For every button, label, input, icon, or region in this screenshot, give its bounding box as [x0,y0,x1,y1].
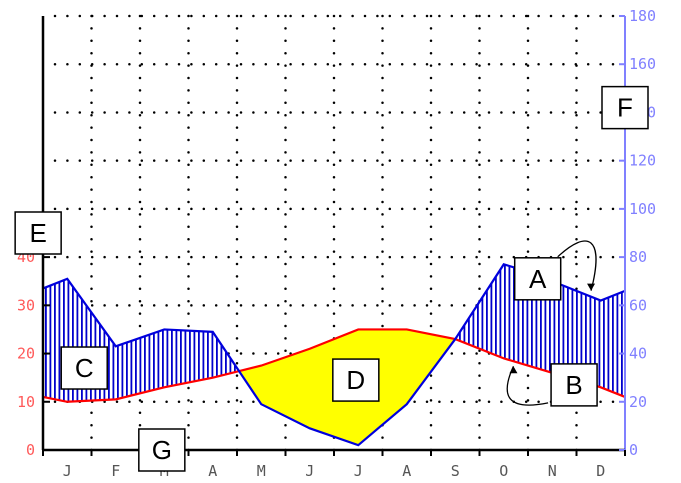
annotation-letter: A [529,264,547,294]
annotation-b: B [550,363,598,407]
right-tick-label: 160 [629,55,656,73]
annotation-f: F [601,85,649,130]
x-tick-label: M [257,462,266,480]
right-tick-label: 80 [629,248,647,266]
arrow-a [557,240,597,291]
annotation-arrows [506,240,597,406]
arrow-b [506,366,549,406]
left-tick-label: 10 [17,393,35,411]
right-tick-label: 120 [629,152,656,170]
x-tick-label: A [402,462,411,480]
annotation-box [14,211,62,255]
right-tick-label: 40 [629,345,647,363]
x-tick-label: J [305,462,314,480]
annotation-c: C [60,346,108,390]
annotation-letter: C [75,353,94,383]
x-tick-label: N [548,462,557,480]
annotation-a: A [513,257,562,301]
right-tick-label: 0 [629,441,638,459]
right-tick-label: 60 [629,296,647,314]
temperature-line [42,328,626,403]
annotation-box [513,257,562,301]
right-tick-label: 100 [629,200,656,218]
annotation-box [138,428,186,472]
annotation-d: D [332,358,380,402]
x-tick-label: J [63,462,72,480]
x-tick-label: D [596,462,605,480]
annotation-letter: D [346,365,365,395]
left-tick-label: 30 [17,296,35,314]
annotation-letter: B [565,370,582,400]
arrow-b-head [509,366,518,374]
right-tick-label: 20 [629,393,647,411]
arrow-a-head [587,283,596,291]
annotation-g: G [138,428,186,472]
annotation-e: E [14,211,62,255]
annotation-labels: A B C D E F G [14,85,649,472]
left-tick-label: 0 [26,441,35,459]
x-tick-label: A [208,462,217,480]
annotation-letter: F [617,93,633,123]
annotation-letter: G [152,435,172,465]
annotation-box [60,346,108,390]
left-tick-label: 20 [17,345,35,363]
annotation-letter: E [29,218,46,248]
x-tick-label: F [111,462,120,480]
annotation-box [332,358,380,402]
x-tick-label: S [451,462,460,480]
x-tick-label: J [354,462,363,480]
annotation-box [550,363,598,407]
x-tick-label: O [499,462,508,480]
annotation-box [601,85,649,130]
right-tick-label: 180 [629,7,656,25]
